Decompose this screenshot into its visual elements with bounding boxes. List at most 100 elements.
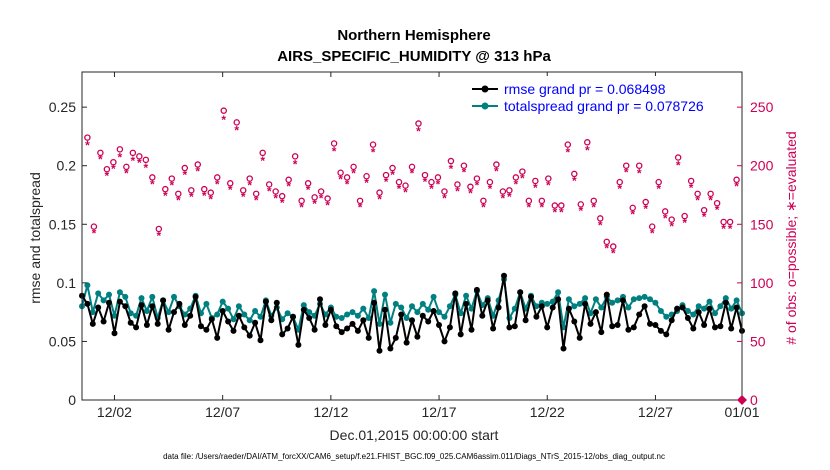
obs-evaluated-marker: * <box>611 246 616 260</box>
spread-point <box>457 310 464 317</box>
y-axis-right: 0 50 100 150 200 250 <box>737 99 774 408</box>
rmse-point <box>668 317 675 324</box>
spread-point <box>122 293 129 300</box>
spread-point <box>728 305 735 312</box>
rmse-point <box>522 317 529 324</box>
obs-possible-marker <box>123 163 130 171</box>
rmse-point <box>392 334 399 341</box>
y-left-tick-label: 0 <box>68 392 76 408</box>
rmse-point <box>225 318 232 325</box>
rmse-point <box>235 312 242 319</box>
obs-possible-marker <box>687 177 695 185</box>
obs-evaluated-marker: * <box>221 113 226 127</box>
obs-evaluated-marker: * <box>202 189 207 203</box>
obs-evaluated-marker: * <box>578 204 583 218</box>
obs-possible-marker <box>252 190 260 198</box>
obs-evaluated-marker: * <box>319 191 324 205</box>
rmse-point <box>544 324 551 331</box>
obs-evaluated-marker: * <box>468 187 473 201</box>
spread-point <box>246 317 253 324</box>
obs-evaluated-marker: * <box>137 156 142 170</box>
rmse-point <box>506 324 513 331</box>
rmse-point <box>154 320 161 327</box>
obs-possible-marker <box>330 140 338 147</box>
obs-evaluated-marker: * <box>299 201 304 215</box>
obs-evaluated-marker: * <box>98 153 103 167</box>
obs-evaluated-marker: * <box>663 211 668 225</box>
rmse-point <box>436 322 442 328</box>
obs-evaluated-marker: * <box>533 181 538 195</box>
obs-possible-marker <box>408 163 416 171</box>
obs-possible-marker <box>551 202 559 209</box>
obs-possible-marker <box>136 153 143 160</box>
obs-evaluated-marker: * <box>643 202 648 216</box>
obs-possible-marker <box>162 185 169 193</box>
obs-evaluated-marker: * <box>124 167 129 181</box>
x-tick-label: 12/02 <box>97 404 132 420</box>
obs-possible-marker <box>480 197 487 205</box>
obs-possible-marker <box>694 190 701 198</box>
obs-possible-marker <box>84 134 91 141</box>
rmse-point <box>300 306 307 313</box>
obs-evaluated-marker: * <box>208 193 213 207</box>
obs-evaluated-marker: * <box>540 201 545 215</box>
obs-evaluated-marker: * <box>85 139 90 153</box>
spread-point <box>571 303 578 310</box>
obs-possible-marker <box>239 187 247 194</box>
rmse-point <box>425 318 432 325</box>
obs-possible-marker <box>389 164 396 172</box>
obs-possible-marker <box>571 170 578 178</box>
spread-point <box>636 295 643 302</box>
rmse-point <box>89 320 96 327</box>
obs-evaluated-marker: * <box>676 159 681 173</box>
rmse-point <box>620 297 626 304</box>
obs-possible-marker <box>291 153 299 160</box>
rmse-point <box>641 303 648 310</box>
rmse-point <box>533 313 540 320</box>
obs-possible-marker <box>194 161 202 168</box>
obs-evaluated-marker: * <box>565 146 570 160</box>
obs-evaluated-marker: * <box>144 161 149 175</box>
rmse-point <box>452 290 459 297</box>
rmse-point <box>198 323 204 330</box>
obs-evaluated-marker: * <box>371 146 376 160</box>
plot-frame <box>81 71 743 401</box>
obs-evaluated-marker: * <box>462 166 467 180</box>
obs-evaluated-marker: * <box>241 190 246 204</box>
obs-possible-marker <box>726 218 734 226</box>
obs-possible-marker <box>90 223 98 230</box>
spread-point <box>360 305 367 312</box>
obs-evaluated-marker: * <box>604 242 609 256</box>
spread-point <box>127 310 134 317</box>
spread-point <box>143 308 150 314</box>
rmse-point <box>95 304 102 311</box>
rmse-point <box>165 326 172 333</box>
spread-point <box>695 303 702 310</box>
obs-possible-marker <box>512 174 520 181</box>
rmse-point <box>106 299 112 306</box>
obs-possible-marker <box>590 197 598 205</box>
rmse-point <box>722 299 729 306</box>
obs-possible-marker <box>350 163 357 171</box>
obs-evaluated-marker: * <box>715 203 720 217</box>
rmse-point <box>463 300 470 307</box>
obs-evaluated-marker: * <box>397 182 402 196</box>
obs-possible-marker <box>538 197 546 205</box>
obs-evaluated-marker: * <box>475 178 480 192</box>
obs-evaluated-marker: * <box>163 189 168 203</box>
obs-possible-marker <box>499 188 507 195</box>
rmse-point <box>127 319 134 326</box>
obs-evaluated-marker: * <box>111 162 116 176</box>
rmse-point <box>262 298 269 305</box>
spread-point <box>235 303 242 310</box>
spread-point <box>712 310 718 317</box>
obs-possible-marker <box>175 190 182 198</box>
y-right-tick-label: 250 <box>750 99 774 115</box>
y-axis-right-label: # of obs: o=possible; ∗=evaluated <box>783 131 799 344</box>
obs-evaluated-marker: * <box>325 198 330 212</box>
obs-possible-marker <box>298 197 305 205</box>
spread-point <box>733 297 740 304</box>
spread-point <box>338 315 345 321</box>
obs-possible-marker <box>97 149 104 157</box>
obs-evaluated-marker: * <box>501 191 506 205</box>
